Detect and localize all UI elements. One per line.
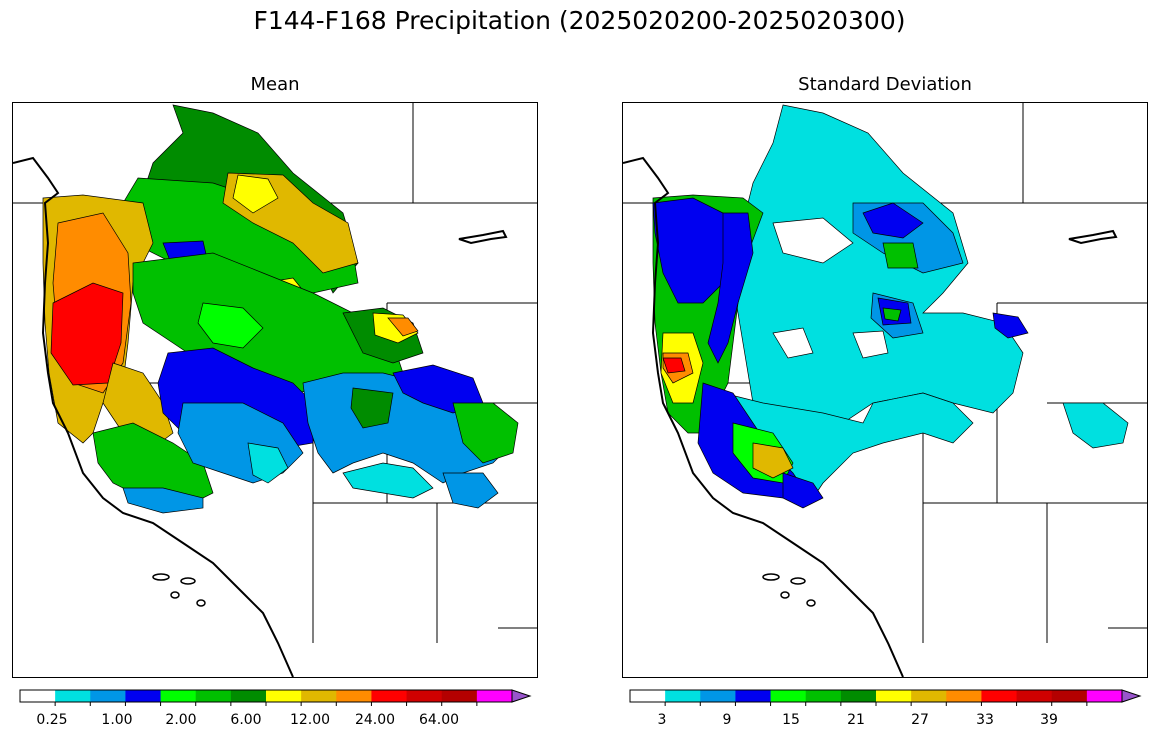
- colorbar-tick-label: 15: [782, 712, 800, 728]
- precip-regions: [42, 104, 519, 514]
- colorbar-swatch: [476, 690, 513, 702]
- std-regions: [652, 104, 1129, 509]
- map-mean-svg: [13, 103, 537, 677]
- panel-title-std: Standard Deviation: [798, 74, 972, 95]
- panel-title-mean: Mean: [250, 74, 300, 95]
- colorbar-swatch: [1016, 690, 1053, 702]
- colorbar-swatch: [1086, 690, 1123, 702]
- colorbar-swatch: [665, 690, 701, 702]
- map-mean: [12, 102, 538, 678]
- colorbar-swatch: [20, 690, 56, 702]
- colorbar-swatch: [266, 690, 302, 702]
- colorbar-tick-label: 2.00: [165, 712, 197, 728]
- colorbar-swatch: [371, 690, 408, 702]
- colorbar-swatch: [90, 690, 126, 702]
- colorbar-swatch: [160, 690, 197, 702]
- coastline: [13, 156, 294, 677]
- islands: [762, 573, 816, 607]
- colorbar-tick-label: 64.00: [418, 712, 460, 728]
- lake-outline: [1068, 229, 1118, 245]
- colorbar-swatch: [840, 690, 877, 702]
- colorbar-std: [629, 689, 1142, 706]
- colorbar-tick-label: 33: [976, 712, 994, 728]
- colorbar-swatch: [770, 690, 807, 702]
- colorbar-tick-label: 9: [722, 712, 732, 728]
- colorbar-swatch: [230, 690, 267, 702]
- colorbar-swatch: [735, 690, 772, 702]
- colorbar-swatch: [700, 690, 736, 702]
- colorbar-swatch: [125, 690, 162, 702]
- colorbar-swatch: [946, 690, 982, 702]
- coastline: [623, 156, 904, 677]
- colorbar-swatch: [195, 690, 232, 702]
- colorbar-tick-label: 6.00: [230, 712, 262, 728]
- colorbar-swatch: [805, 690, 842, 702]
- colorbar-mean-svg: [19, 689, 532, 706]
- colorbar-swatch: [441, 690, 478, 702]
- colorbar-swatch: [55, 690, 91, 702]
- colorbar-swatch: [911, 690, 947, 702]
- colorbar-swatch: [981, 690, 1018, 702]
- colorbar-swatch: [406, 690, 443, 702]
- lake-outline: [458, 229, 508, 245]
- colorbar-tick-label: 0.25: [36, 712, 68, 728]
- colorbar-tick-label: 24.00: [354, 712, 396, 728]
- colorbar-extend-arrow: [1121, 689, 1142, 703]
- colorbar-tick-label: 21: [847, 712, 865, 728]
- colorbar-swatch: [1051, 690, 1088, 702]
- map-std-svg: [623, 103, 1147, 677]
- colorbar-swatch: [301, 690, 337, 702]
- colorbar-tick-label: 1.00: [101, 712, 133, 728]
- figure-title: F144-F168 Precipitation (2025020200-2025…: [253, 6, 906, 35]
- colorbar-swatch: [876, 690, 912, 702]
- map-std: [622, 102, 1148, 678]
- colorbar-swatch: [630, 690, 666, 702]
- colorbar-std-svg: [629, 689, 1142, 706]
- colorbar-tick-label: 3: [657, 712, 667, 728]
- islands: [152, 573, 206, 607]
- colorbar-mean: [19, 689, 532, 706]
- colorbar-extend-arrow: [511, 689, 532, 703]
- colorbar-tick-label: 39: [1040, 712, 1058, 728]
- colorbar-swatch: [336, 690, 372, 702]
- colorbar-tick-label: 12.00: [289, 712, 331, 728]
- colorbar-tick-label: 27: [911, 712, 929, 728]
